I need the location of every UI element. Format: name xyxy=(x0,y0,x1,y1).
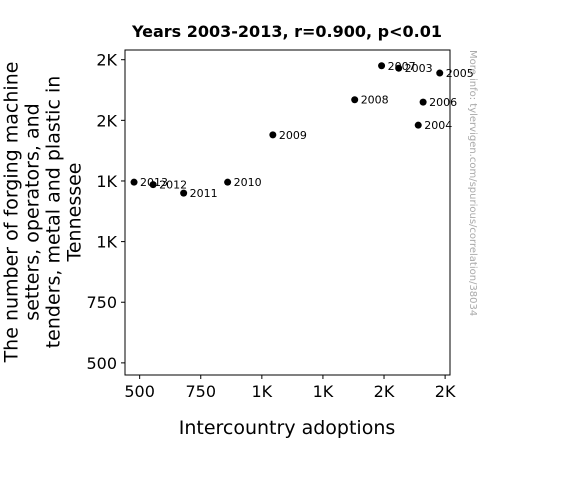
y-tick-label: 500 xyxy=(86,354,117,373)
y-axis: 500 750 1K 1K 2K 2K xyxy=(86,51,125,373)
data-point-label: 2013 xyxy=(140,176,168,189)
data-point-label: 2010 xyxy=(234,176,262,189)
y-axis-label-line: The number of forging machine xyxy=(1,62,23,364)
data-point xyxy=(224,178,232,186)
data-point-label: 2012 xyxy=(159,179,187,192)
x-axis-label: Intercountry adoptions xyxy=(179,417,396,439)
plot-area-frame xyxy=(124,49,451,376)
y-axis-label-line: setters, operators, and xyxy=(22,103,44,320)
data-point xyxy=(351,96,359,104)
data-point xyxy=(269,131,277,139)
data-point-label: 2004 xyxy=(424,119,452,132)
x-tick-label: 2K xyxy=(435,382,456,401)
y-tick-label: 1K xyxy=(96,233,117,252)
data-point-label: 2008 xyxy=(361,94,389,107)
x-tick-label: 750 xyxy=(185,382,216,401)
data-points: 2003 2004 2005 2006 2007 2008 2009 2010 20112012… xyxy=(130,60,474,200)
y-tick-label: 2K xyxy=(96,51,117,70)
data-point-label: 2006 xyxy=(429,96,457,109)
y-axis-label-line: tenders, metal and plastic in xyxy=(43,76,65,349)
data-point-label: 2003 xyxy=(405,62,433,75)
y-tick-label: 2K xyxy=(96,111,117,130)
data-point-label: 2011 xyxy=(190,187,218,200)
data-point xyxy=(180,189,188,197)
data-point-label: 2009 xyxy=(279,129,307,142)
data-point xyxy=(378,62,386,70)
data-point-label: 2007 xyxy=(388,60,416,73)
y-axis-label-line: Tennessee xyxy=(64,162,86,262)
y-tick-label: 1K xyxy=(96,172,117,191)
data-point xyxy=(130,178,138,186)
source-note: More info: tylervigen.com/spurious/corre… xyxy=(467,50,478,316)
x-axis: 500 750 1K 1K 2K 2K xyxy=(124,375,456,401)
y-axis-label: The number of forging machine setters, op… xyxy=(1,62,86,364)
x-tick-label: 2K xyxy=(374,382,395,401)
data-point xyxy=(395,64,403,72)
data-point xyxy=(414,121,422,129)
data-point xyxy=(149,181,157,189)
data-point xyxy=(436,69,444,77)
data-point-label: 2005 xyxy=(446,67,474,80)
chart-title: Years 2003-2013, r=0.900, p<0.01 xyxy=(131,22,442,41)
data-point xyxy=(419,98,427,106)
x-tick-label: 1K xyxy=(252,382,273,401)
x-tick-label: 500 xyxy=(124,382,155,401)
y-tick-label: 750 xyxy=(86,293,117,312)
x-tick-label: 1K xyxy=(313,382,334,401)
